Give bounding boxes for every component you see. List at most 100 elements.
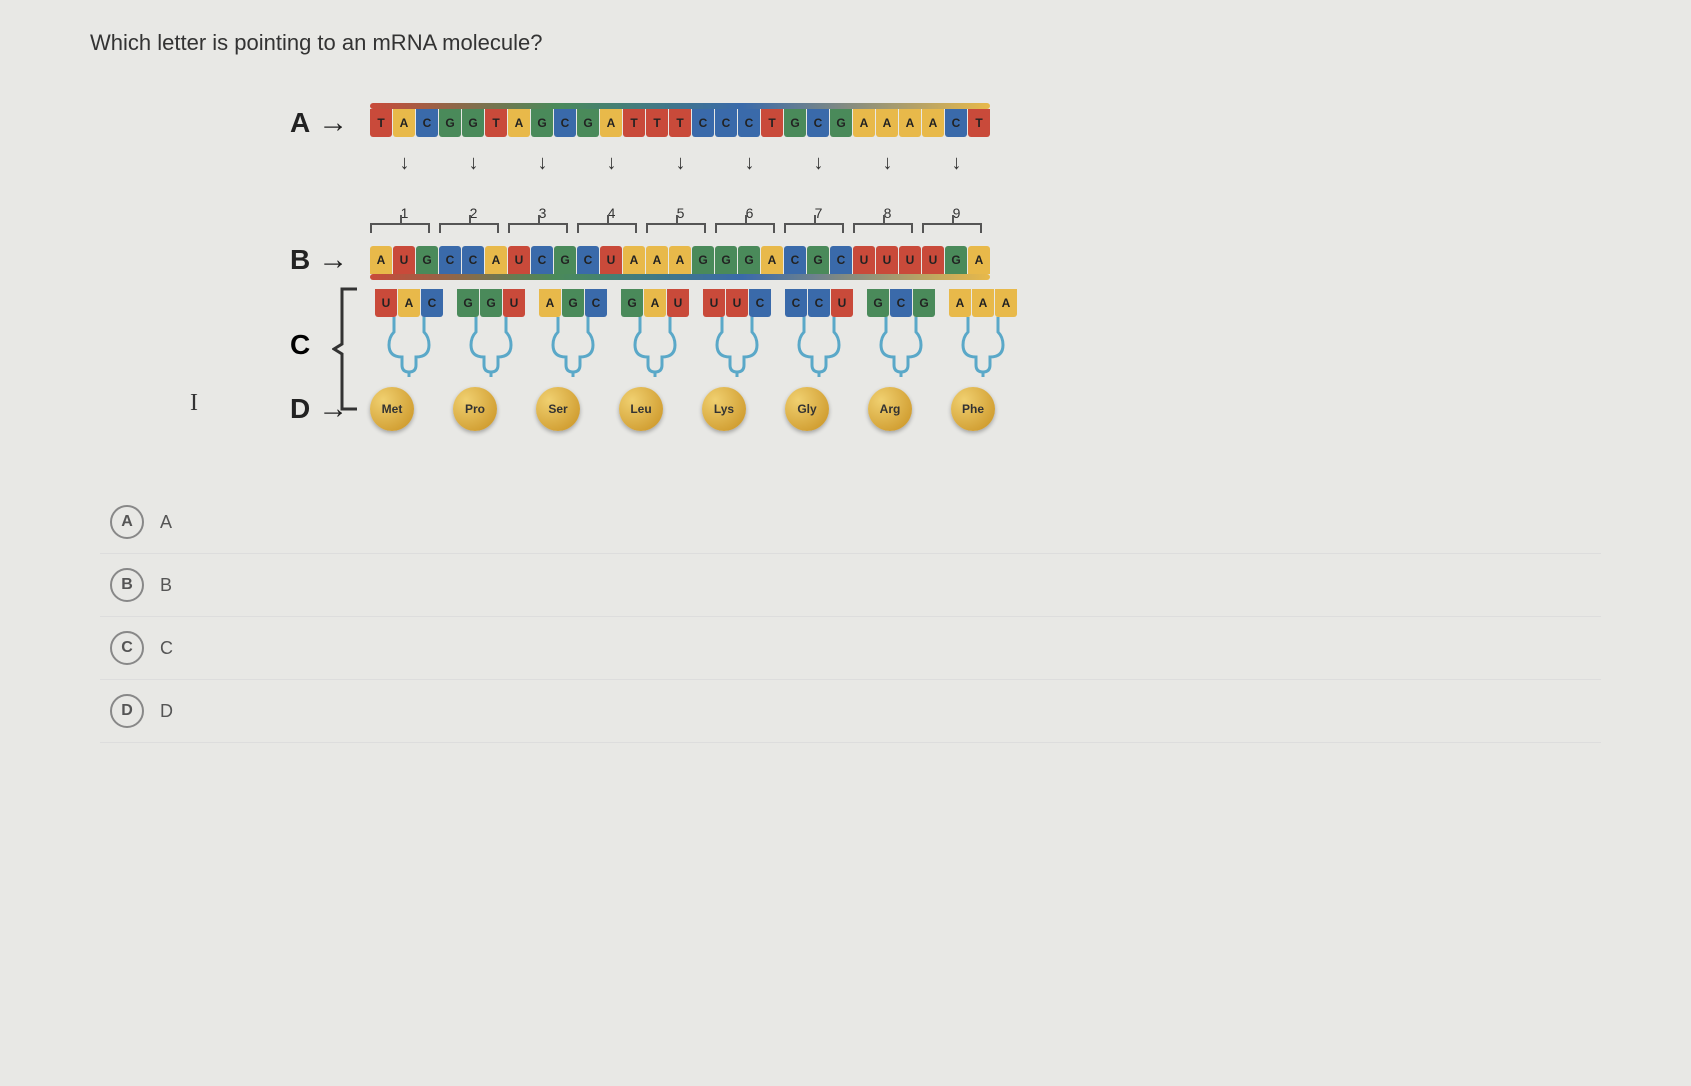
arrow-icon: → — [318, 243, 348, 277]
dna-base: T — [485, 109, 507, 137]
trna-body-icon — [630, 317, 680, 377]
dna-base: G — [784, 109, 806, 137]
codon-bracket — [508, 223, 568, 233]
amino-acid: Gly — [785, 387, 829, 431]
trna-base: A — [644, 289, 666, 317]
dna-base: T — [370, 109, 392, 137]
trna-body-icon — [384, 317, 434, 377]
choice-c[interactable]: C C — [100, 617, 1601, 680]
trna-base: A — [995, 289, 1017, 317]
codon-number: 9 — [922, 205, 991, 221]
dna-base: A — [899, 109, 921, 137]
down-arrow-icon: ↓ — [784, 152, 853, 175]
choice-letter: D — [110, 694, 144, 728]
choice-a[interactable]: A A — [100, 491, 1601, 554]
mrna-base: U — [876, 246, 898, 274]
down-arrow-icon: ↓ — [922, 152, 991, 175]
mrna-base: A — [485, 246, 507, 274]
dna-base: T — [669, 109, 691, 137]
mrna-base: G — [807, 246, 829, 274]
trna-base: U — [831, 289, 853, 317]
codon-bracket — [439, 223, 499, 233]
trna-base: G — [867, 289, 889, 317]
trna-row: UACGGUAGCGAUUUCCCUGCGAAA — [375, 289, 1031, 377]
label-c: C — [290, 329, 310, 361]
mrna-base: A — [623, 246, 645, 274]
mrna-backbone — [370, 274, 990, 280]
mrna-base: C — [784, 246, 806, 274]
choice-letter: C — [110, 631, 144, 665]
label-a-text: A — [290, 107, 310, 139]
codon-number: 7 — [784, 205, 853, 221]
dna-base: A — [853, 109, 875, 137]
dna-base: C — [945, 109, 967, 137]
mrna-base: U — [899, 246, 921, 274]
dna-base: T — [646, 109, 668, 137]
dna-base: C — [554, 109, 576, 137]
row-d: D → MetProSerLeuLysGlyArgPhe — [290, 387, 1190, 431]
trna-base: C — [749, 289, 771, 317]
down-arrow-icon: ↓ — [508, 152, 577, 175]
dna-base: G — [577, 109, 599, 137]
mrna-base: A — [968, 246, 990, 274]
choice-text: B — [160, 575, 172, 596]
dna-base: C — [692, 109, 714, 137]
trna-base: G — [562, 289, 584, 317]
trna-base: C — [890, 289, 912, 317]
amino-acid: Phe — [951, 387, 995, 431]
down-arrow-icon: ↓ — [715, 152, 784, 175]
mrna-base: U — [853, 246, 875, 274]
down-arrow-icon: ↓ — [577, 152, 646, 175]
trna-body-icon — [548, 317, 598, 377]
mrna-base: C — [531, 246, 553, 274]
codon-bracket — [784, 223, 844, 233]
mrna-base: G — [738, 246, 760, 274]
answer-choices: A A B B C C D D — [100, 491, 1601, 743]
choice-b[interactable]: B B — [100, 554, 1601, 617]
dna-base: G — [439, 109, 461, 137]
down-arrow-icon: ↓ — [646, 152, 715, 175]
dna-base: A — [922, 109, 944, 137]
mrna-base: C — [439, 246, 461, 274]
trna-molecule: UAC — [375, 289, 443, 377]
mrna-base: G — [715, 246, 737, 274]
dna-base: G — [531, 109, 553, 137]
codon-numbers: 123456789 — [370, 205, 1190, 221]
amino-acid: Ser — [536, 387, 580, 431]
choice-d[interactable]: D D — [100, 680, 1601, 743]
codon-bracket — [922, 223, 982, 233]
codon-bracket — [853, 223, 913, 233]
trna-base: A — [972, 289, 994, 317]
trna-body-icon — [794, 317, 844, 377]
mrna-base: A — [646, 246, 668, 274]
mrna-base: A — [761, 246, 783, 274]
trna-base: G — [457, 289, 479, 317]
trna-base: U — [375, 289, 397, 317]
mrna-base: U — [922, 246, 944, 274]
label-b-text: B — [290, 244, 310, 276]
mrna-base: C — [577, 246, 599, 274]
down-arrow-icon: ↓ — [439, 152, 508, 175]
trna-molecule: AGC — [539, 289, 607, 377]
mrna-base: U — [393, 246, 415, 274]
dna-base: A — [600, 109, 622, 137]
amino-acid: Arg — [868, 387, 912, 431]
trna-base: G — [913, 289, 935, 317]
down-arrow-icon: ↓ — [370, 152, 439, 175]
mrna-base: C — [830, 246, 852, 274]
codon-bracket — [370, 223, 430, 233]
trna-base: G — [621, 289, 643, 317]
dna-base: T — [623, 109, 645, 137]
trna-base: C — [785, 289, 807, 317]
choice-letter: B — [110, 568, 144, 602]
trna-base: C — [421, 289, 443, 317]
trna-molecule: GGU — [457, 289, 525, 377]
trna-base: U — [726, 289, 748, 317]
dna-base: T — [761, 109, 783, 137]
codon-bracket — [577, 223, 637, 233]
codon-number: 4 — [577, 205, 646, 221]
translation-diagram: A → TACGGTAGCGATTTCCCTGCGAAAACT ↓↓↓↓↓↓↓↓… — [290, 106, 1190, 431]
trna-body-icon — [876, 317, 926, 377]
mrna-base: C — [462, 246, 484, 274]
label-d-text: D — [290, 393, 310, 425]
